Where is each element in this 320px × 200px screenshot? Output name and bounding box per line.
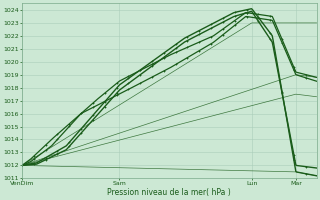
X-axis label: Pression niveau de la mer( hPa ): Pression niveau de la mer( hPa ) bbox=[108, 188, 231, 197]
